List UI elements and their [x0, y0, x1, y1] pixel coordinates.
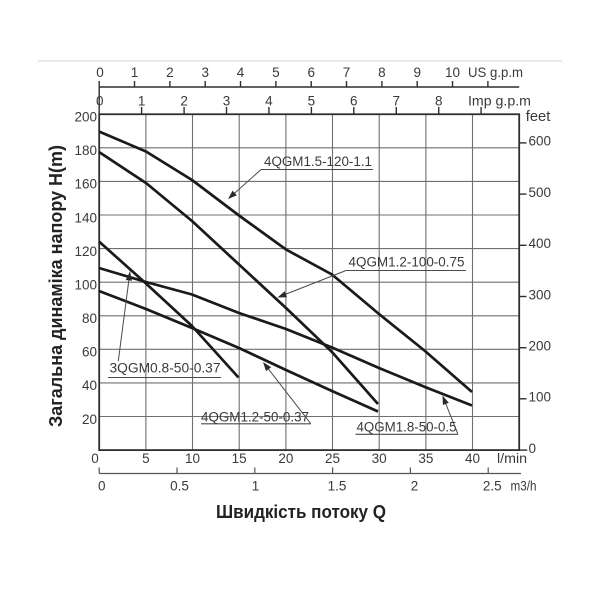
- svg-text:30: 30: [372, 451, 387, 466]
- svg-text:60: 60: [82, 345, 97, 360]
- svg-text:100: 100: [74, 278, 97, 293]
- svg-text:5: 5: [272, 65, 280, 80]
- svg-text:7: 7: [393, 93, 401, 108]
- svg-text:4QGM1.8-50-0.5: 4QGM1.8-50-0.5: [357, 420, 457, 435]
- svg-text:200: 200: [74, 110, 97, 125]
- svg-text:4: 4: [237, 65, 245, 80]
- svg-text:2.5: 2.5: [483, 479, 502, 494]
- svg-text:0: 0: [91, 451, 99, 466]
- svg-text:140: 140: [74, 210, 97, 225]
- svg-text:3: 3: [223, 93, 231, 108]
- svg-text:2: 2: [180, 93, 188, 108]
- svg-text:Imp g.p.m: Imp g.p.m: [468, 93, 531, 108]
- svg-text:4QGM1.5-120-1.1: 4QGM1.5-120-1.1: [264, 154, 372, 169]
- svg-text:4QGM1.2-100-0.75: 4QGM1.2-100-0.75: [349, 254, 465, 269]
- svg-text:10: 10: [185, 451, 200, 466]
- svg-text:160: 160: [74, 177, 97, 192]
- svg-text:8: 8: [435, 93, 443, 108]
- svg-text:0: 0: [96, 65, 104, 80]
- svg-text:0.5: 0.5: [170, 479, 189, 494]
- svg-text:0: 0: [96, 93, 104, 108]
- svg-text:1: 1: [252, 479, 260, 494]
- svg-text:9: 9: [413, 65, 421, 80]
- svg-text:300: 300: [529, 287, 552, 302]
- svg-text:20: 20: [82, 412, 97, 427]
- svg-text:40: 40: [82, 378, 97, 393]
- svg-text:180: 180: [74, 143, 97, 158]
- svg-text:25: 25: [325, 451, 340, 466]
- svg-text:8: 8: [378, 65, 386, 80]
- svg-text:100: 100: [529, 390, 552, 405]
- svg-text:2: 2: [166, 65, 174, 80]
- svg-text:7: 7: [343, 65, 351, 80]
- svg-text:1: 1: [138, 93, 146, 108]
- svg-text:40: 40: [465, 451, 480, 466]
- svg-text:500: 500: [529, 185, 552, 200]
- svg-text:3QGM0.8-50-0.37: 3QGM0.8-50-0.37: [110, 360, 221, 375]
- svg-text:5: 5: [142, 451, 150, 466]
- svg-text:6: 6: [307, 65, 315, 80]
- svg-text:6: 6: [350, 93, 358, 108]
- svg-text:4: 4: [265, 93, 273, 108]
- svg-text:3: 3: [201, 65, 209, 80]
- svg-text:l/min: l/min: [497, 450, 527, 466]
- svg-text:10: 10: [445, 65, 460, 80]
- svg-text:80: 80: [82, 311, 97, 326]
- svg-text:35: 35: [418, 451, 433, 466]
- svg-text:Швидкість потоку Q: Швидкість потоку Q: [216, 501, 386, 522]
- svg-text:1.5: 1.5: [328, 479, 347, 494]
- svg-text:120: 120: [74, 244, 97, 259]
- svg-text:0: 0: [529, 441, 537, 456]
- svg-text:0: 0: [98, 479, 106, 494]
- svg-text:Загальна динаміка напору H(m): Загальна динаміка напору H(m): [46, 145, 66, 427]
- svg-text:200: 200: [529, 339, 552, 354]
- svg-text:m3/h: m3/h: [511, 479, 537, 494]
- svg-text:5: 5: [308, 93, 316, 108]
- svg-text:400: 400: [529, 236, 552, 251]
- svg-text:600: 600: [529, 134, 552, 149]
- svg-text:2: 2: [411, 479, 419, 494]
- svg-text:15: 15: [232, 451, 247, 466]
- svg-text:4QGM1.2-50-0.37: 4QGM1.2-50-0.37: [201, 409, 309, 424]
- svg-text:US g.p.m: US g.p.m: [468, 65, 523, 80]
- svg-text:1: 1: [131, 65, 139, 80]
- svg-text:feet: feet: [526, 108, 551, 125]
- svg-text:20: 20: [278, 451, 293, 466]
